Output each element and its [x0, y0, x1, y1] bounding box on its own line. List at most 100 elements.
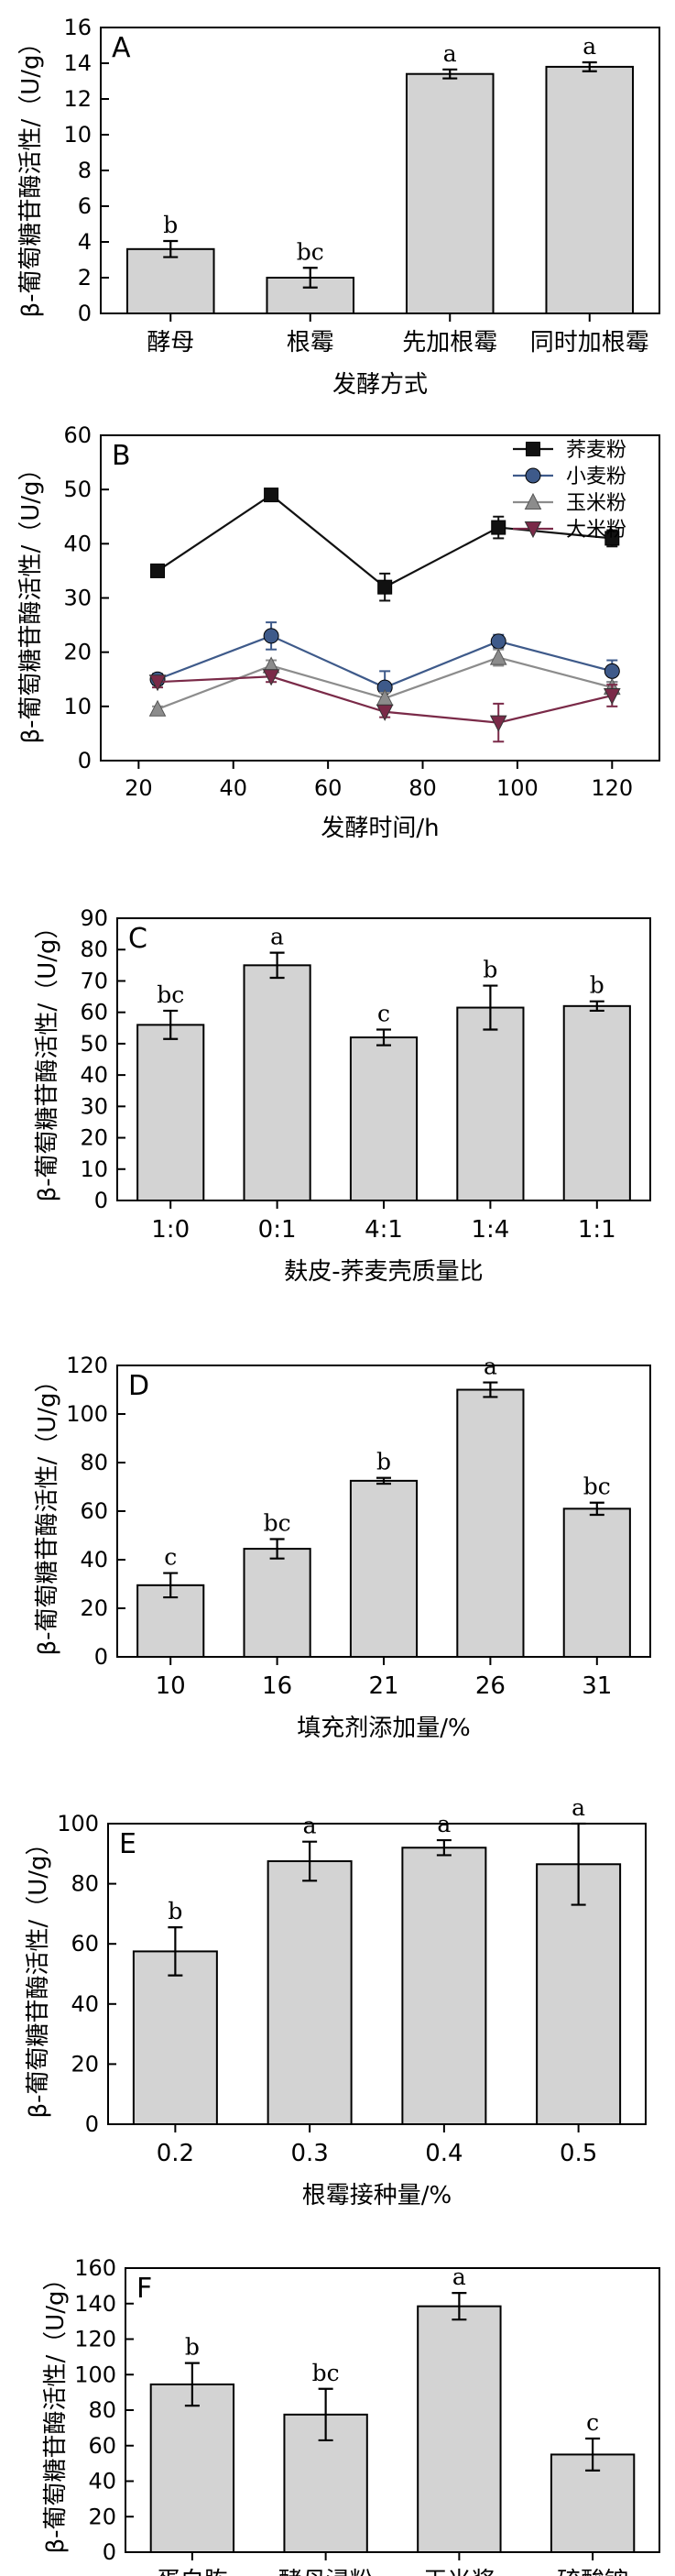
y-tick-label-E-0: 0	[85, 2111, 99, 2137]
x-tick-label-F-0: 蛋白胨	[157, 2568, 228, 2576]
x-tick-label-C-4: 1:1	[578, 1216, 616, 1244]
x-tick-label-A-0: 酵母	[147, 329, 194, 356]
y-tick-label-D-2: 40	[80, 1547, 108, 1573]
y-tick-label-A-8: 16	[63, 15, 92, 40]
bar-E-2	[401, 1847, 487, 2125]
y-tick-label-B-3: 30	[63, 586, 92, 611]
panel-label-F: F	[136, 2273, 152, 2305]
x-tick-label-C-2: 4:1	[365, 1216, 403, 1244]
legend-item-0: 荞麦粉	[513, 439, 626, 462]
error-bar-E-2	[436, 1838, 452, 1857]
significance-letter-F-0: b	[185, 2334, 200, 2361]
y-tick-label-C-4: 40	[80, 1062, 108, 1088]
legend-item-3: 大米粉	[513, 519, 626, 542]
significance-letter-C-4: b	[590, 972, 604, 999]
y-tick-label-A-7: 14	[63, 50, 92, 76]
y-tick-label-D-4: 80	[80, 1450, 108, 1475]
error-bar-E-1	[302, 1840, 318, 1882]
y-tick-label-A-3: 6	[78, 193, 92, 219]
point-B-2-0	[148, 699, 167, 717]
bar-C-1	[243, 964, 311, 1202]
x-tick-label-F-3: 硫酸铵	[557, 2568, 628, 2576]
bar-C-0	[136, 1024, 205, 1202]
y-tick-label-F-8: 160	[74, 2255, 116, 2281]
y-tick-label-B-5: 50	[63, 477, 92, 502]
y-tick-label-B-2: 20	[63, 640, 92, 665]
legend-marker-0	[526, 442, 540, 456]
plot-frame-E	[107, 1823, 647, 2125]
error-bar-C-2	[376, 1028, 391, 1047]
y-tick-label-E-5: 100	[57, 1811, 99, 1836]
x-tick-label-B-5: 120	[591, 775, 633, 801]
y-tick-label-F-0: 0	[103, 2539, 116, 2565]
panel-A: 0 2 4 6 8 10 12 14 16 β-葡萄糖苷酶活性/（U/g） Ab 酵母 bc 根霉 a 先加根…	[17, 15, 660, 399]
significance-letter-C-1: a	[270, 924, 284, 950]
series-B-0	[150, 488, 620, 602]
x-tick-label-C-1: 0:1	[258, 1216, 297, 1244]
legend-label-3: 大米粉	[566, 519, 626, 542]
error-bar-A-0	[163, 239, 179, 258]
y-tick-label-D-1: 20	[80, 1595, 108, 1621]
bar-C-3	[456, 1006, 525, 1201]
significance-letter-E-2: a	[437, 1811, 451, 1837]
significance-letter-F-3: c	[586, 2409, 599, 2436]
y-tick-label-C-9: 90	[80, 905, 108, 931]
x-tick-label-C-3: 1:4	[471, 1216, 509, 1244]
legend-label-2: 玉米粉	[566, 492, 626, 515]
point-B-3-3	[489, 715, 507, 732]
y-axis-title-A: β-葡萄糖苷酶活性/（U/g）	[17, 30, 45, 317]
bar-D-2	[349, 1479, 419, 1658]
x-tick-label-E-2: 0.4	[425, 2140, 463, 2167]
x-tick-label-D-1: 16	[262, 1672, 292, 1700]
y-tick-label-A-4: 8	[78, 158, 92, 183]
x-tick-label-F-1: 酵母浸粉	[278, 2568, 374, 2576]
error-bar-A-2	[442, 68, 458, 80]
significance-letter-E-3: a	[572, 1794, 585, 1821]
bar-C-4	[562, 1004, 631, 1202]
error-bar-C-0	[163, 1009, 179, 1040]
legend-marker-2	[524, 492, 542, 510]
significance-letter-A-2: a	[443, 40, 457, 67]
error-bar-D-0	[163, 1572, 179, 1599]
bar-E-1	[267, 1860, 353, 2125]
bar-F-0	[149, 2383, 235, 2553]
error-bar-C-1	[269, 951, 285, 980]
y-axis-title-C: β-葡萄糖苷酶活性/（U/g）	[34, 915, 61, 1201]
significance-letter-D-2: b	[376, 1449, 391, 1475]
y-tick-label-A-5: 10	[63, 122, 92, 148]
point-B-3-1	[262, 669, 280, 686]
y-tick-label-C-5: 50	[80, 1031, 108, 1057]
bar-D-3	[456, 1388, 525, 1658]
y-tick-label-F-3: 60	[88, 2433, 116, 2459]
y-tick-label-C-1: 10	[80, 1156, 108, 1182]
x-tick-label-B-3: 80	[408, 775, 437, 801]
point-B-0-4	[604, 531, 620, 546]
significance-letter-C-0: bc	[157, 981, 184, 1008]
error-bar-A-3	[582, 60, 597, 72]
bar-D-4	[562, 1507, 631, 1658]
error-bar-F-0	[184, 2362, 200, 2407]
point-B-0-3	[491, 520, 506, 535]
x-tick-label-E-1: 0.3	[290, 2140, 328, 2167]
significance-letter-F-1: bc	[312, 2360, 340, 2386]
point-B-1-1	[263, 628, 279, 644]
y-tick-label-B-0: 0	[78, 748, 92, 773]
y-tick-label-E-3: 60	[71, 1931, 99, 1957]
legend-label-1: 小麦粉	[566, 466, 626, 488]
bar-C-2	[349, 1036, 419, 1201]
point-B-2-3	[489, 648, 507, 665]
legend-item-1: 小麦粉	[513, 466, 626, 488]
y-axis-title-F: β-葡萄糖苷酶活性/（U/g）	[42, 2266, 70, 2553]
significance-letter-A-3: a	[582, 33, 596, 60]
x-tick-label-D-3: 26	[475, 1672, 506, 1700]
y-tick-label-C-6: 60	[80, 1000, 108, 1025]
bar-A-2	[405, 72, 495, 314]
panel-B: 0 10 20 30 40 50 60 β-葡萄糖苷酶活性/（U/g） B 20 40 60 80 100…	[17, 422, 660, 842]
point-B-1-3	[490, 633, 506, 650]
point-B-3-2	[376, 704, 394, 721]
significance-letter-C-3: b	[483, 957, 497, 983]
y-tick-label-D-0: 0	[94, 1644, 108, 1670]
